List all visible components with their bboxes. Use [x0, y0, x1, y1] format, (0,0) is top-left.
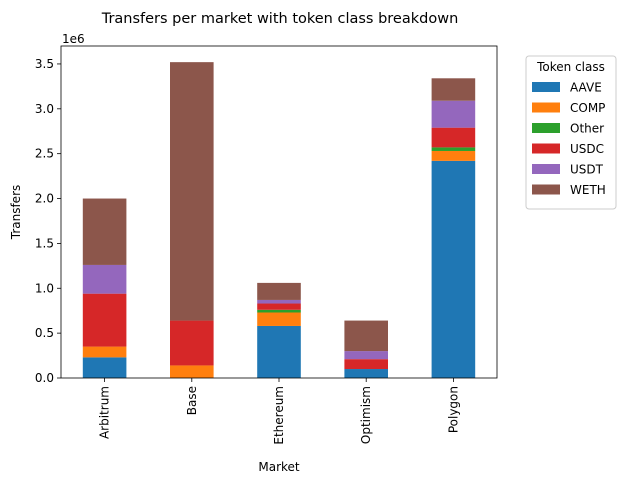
bar-usdc-base	[170, 320, 214, 366]
legend-label-other: Other	[570, 122, 604, 136]
bar-usdt-ethereum	[257, 299, 301, 304]
legend-swatch-usdt	[532, 164, 560, 174]
bar-usdc-arbitrum	[82, 293, 127, 347]
legend-label-usdc: USDC	[570, 142, 604, 156]
legend-label-aave: AAVE	[570, 81, 602, 95]
legend: Token class AAVE COMP Other USDC USDT WETH	[525, 55, 617, 210]
bar-usdt-polygon	[431, 100, 476, 128]
bar-usdt-optimism	[344, 351, 388, 360]
bar-weth-optimism	[344, 320, 388, 352]
bar-other-polygon	[431, 147, 476, 151]
y-tick-label: 3.5	[35, 57, 54, 71]
bar-aave-polygon	[431, 160, 476, 378]
y-tick-label: 1.5	[35, 236, 54, 250]
x-tick-label-polygon: Polygon	[446, 386, 460, 433]
y-axis-label: Transfers	[9, 185, 23, 241]
bar-weth-arbitrum	[82, 198, 127, 265]
y-tick-label: 2.0	[35, 192, 54, 206]
legend-title: Token class	[536, 60, 605, 74]
bar-aave-ethereum	[257, 325, 301, 378]
bar-weth-polygon	[431, 78, 476, 101]
legend-swatch-aave	[532, 82, 560, 92]
legend-swatch-comp	[532, 102, 560, 113]
bar-aave-optimism	[344, 369, 388, 378]
bar-comp-polygon	[431, 150, 476, 161]
y-tick-label: 2.5	[35, 147, 54, 161]
legend-swatch-usdc	[532, 143, 560, 154]
legend-swatch-weth	[532, 184, 560, 195]
bar-usdc-optimism	[344, 359, 388, 370]
bar-usdc-ethereum	[257, 303, 301, 310]
x-tick-label-ethereum: Ethereum	[272, 386, 286, 445]
y-offset-label: 1e6	[62, 32, 85, 46]
y-tick-label: 0.0	[35, 371, 54, 385]
x-tick-label-base: Base	[185, 386, 199, 415]
bar-weth-base	[170, 62, 214, 321]
legend-label-comp: COMP	[570, 101, 605, 115]
bar-other-ethereum	[257, 309, 301, 313]
legend-label-weth: WETH	[570, 183, 606, 197]
x-axis-label: Market	[258, 460, 300, 474]
bar-aave-arbitrum	[82, 357, 127, 378]
bar-comp-ethereum	[257, 312, 301, 326]
bar-usdt-arbitrum	[82, 264, 127, 294]
bar-comp-base	[170, 365, 214, 378]
y-tick-label: 0.5	[35, 326, 54, 340]
x-tick-label-optimism: Optimism	[359, 386, 373, 444]
legend-label-usdt: USDT	[570, 163, 604, 177]
y-tick-label: 1.0	[35, 281, 54, 295]
x-tick-label-arbitrum: Arbitrum	[98, 386, 112, 439]
y-tick-label: 3.0	[35, 102, 54, 116]
bar-weth-ethereum	[257, 282, 301, 300]
plot-area: 0.0 0.5 1.0 1.5 2.0 2.5 3.0 3.5 Arbitrum Base Ethe…	[35, 45, 498, 445]
bar-usdc-polygon	[431, 127, 476, 148]
bar-comp-arbitrum	[82, 346, 127, 358]
legend-swatch-other	[532, 123, 560, 133]
chart-title: Transfers per market with token class br…	[101, 11, 459, 27]
